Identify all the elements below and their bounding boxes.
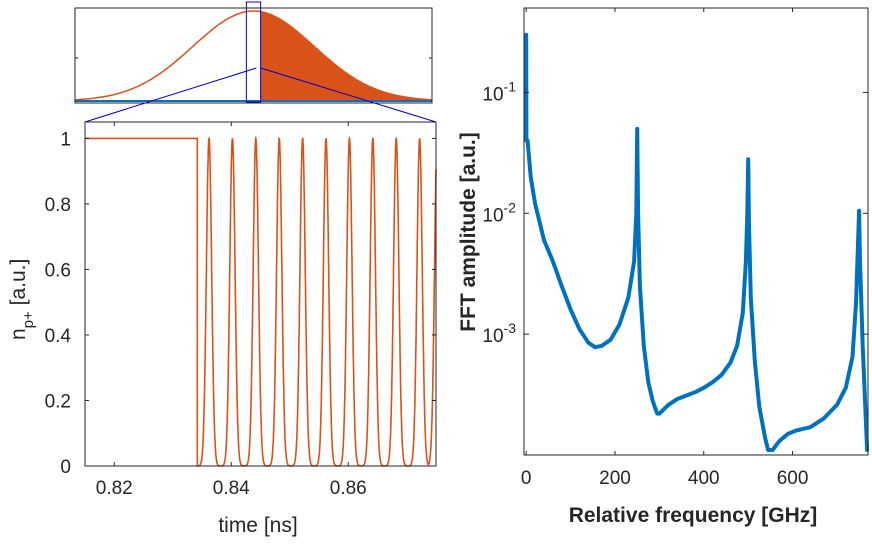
overview-filled-area [260,11,432,102]
zoom-x-tick-label: 0.84 [213,478,250,499]
zoom-y-label-suffix: [a.u.] [7,259,30,312]
zoom-np-curve [85,135,437,467]
fft-panel: 0 200 400 600 10-3 10-2 10-1 Relative frequen… [457,7,870,527]
zoom-y-ticks: 0 0.2 0.4 0.6 0.8 1 [45,129,436,478]
fft-y-tick-label: 10-2 [482,199,516,226]
zoom-y-tick-label: 0 [60,457,71,478]
zoom-y-tick-label: 0.8 [45,195,71,216]
zoom-y-tick-label: 0.6 [45,260,71,281]
zoom-connector-left [84,67,257,123]
zoom-x-axis-label: time [ns] [218,514,297,537]
fft-y-ticks: 10-3 10-2 10-1 [482,78,868,347]
overview-zoom-box [245,1,262,103]
zoom-y-tick-label: 0.4 [45,326,72,347]
zoom-y-label-sub: p+ [20,311,37,328]
zoom-connector-right [260,67,437,123]
fft-x-tick-label: 400 [688,468,720,489]
zoom-x-ticks: 0.82 0.84 0.86 [96,122,367,499]
fft-x-ticks: 0 200 400 600 [521,8,808,489]
zoom-panel: 0.82 0.84 0.86 0 0.2 0.4 0.6 0.8 1 time [ns] np… [7,121,437,537]
overview-pulse-curve [74,10,433,101]
zoom-axes-box [84,121,437,467]
fft-y-tick-label: 10-3 [482,320,516,347]
zoom-x-tick-label: 0.86 [330,478,367,499]
overview-axes-box [74,7,433,104]
overview-panel [74,1,437,123]
fft-x-axis-label: Relative frequency [GHz] [569,504,818,527]
fft-axes-box [523,7,869,456]
zoom-y-tick-label: 0.2 [45,391,71,412]
fft-x-tick-label: 600 [777,468,809,489]
zoom-y-tick-label: 1 [60,129,71,150]
fft-amplitude-curve [524,32,870,452]
zoom-y-label-main: n [7,328,30,340]
svg-text:np+ [a.u.]: np+ [a.u.] [7,259,37,340]
fft-y-axis-label: FFT amplitude [a.u.] [457,132,480,332]
fft-x-tick-label: 0 [521,468,532,489]
zoom-y-axis-label: np+ [a.u.] [7,259,37,340]
fft-y-tick-label: 10-1 [482,78,516,105]
fft-x-tick-label: 200 [599,468,631,489]
zoom-x-tick-label: 0.82 [96,478,133,499]
